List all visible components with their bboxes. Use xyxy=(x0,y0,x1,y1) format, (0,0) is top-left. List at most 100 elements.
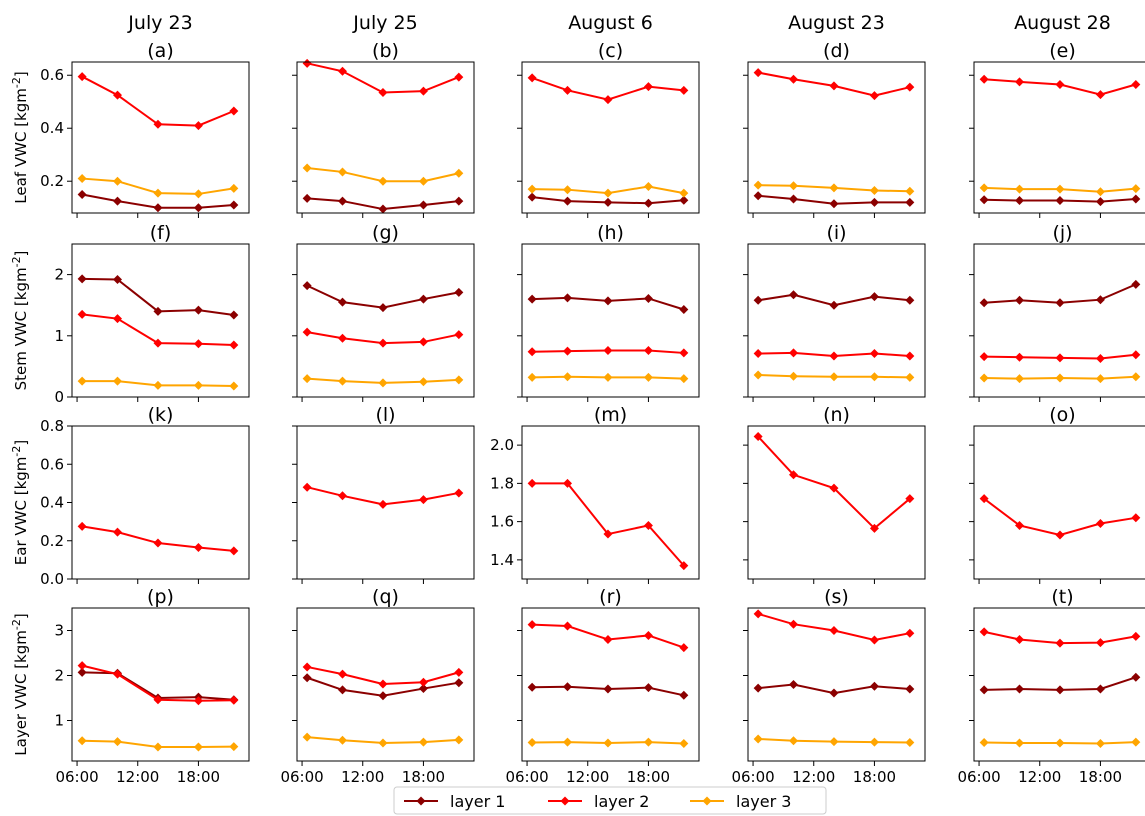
panel-frame xyxy=(521,607,700,762)
data-point xyxy=(603,296,613,306)
x-tick-label: 12:00 xyxy=(341,768,384,786)
data-point xyxy=(338,735,348,745)
data-point xyxy=(229,546,239,556)
y-tick-label: 0.2 xyxy=(40,532,64,550)
data-point xyxy=(193,742,203,752)
data-point xyxy=(869,185,879,195)
data-point xyxy=(905,351,915,361)
panel-label: (e) xyxy=(1049,40,1076,62)
data-point xyxy=(643,683,653,693)
data-point xyxy=(302,482,312,492)
data-point xyxy=(378,691,388,701)
y-tick-label: 1 xyxy=(54,327,64,345)
data-point xyxy=(153,538,163,548)
data-point xyxy=(338,376,348,386)
data-point xyxy=(869,523,879,533)
y-tick-label: 0.4 xyxy=(40,494,64,512)
data-point xyxy=(153,188,163,198)
data-point xyxy=(302,163,312,173)
data-point xyxy=(1131,372,1141,382)
data-point xyxy=(113,90,123,100)
panel-frame xyxy=(747,243,926,398)
data-point xyxy=(1015,77,1025,87)
data-point xyxy=(1095,353,1105,363)
column-title: August 6 xyxy=(568,12,653,34)
data-point xyxy=(454,488,464,498)
data-point xyxy=(563,372,573,382)
data-point xyxy=(603,529,613,539)
legend-marker xyxy=(560,796,570,806)
data-point xyxy=(753,68,763,78)
data-point xyxy=(789,736,799,746)
data-point xyxy=(869,197,879,207)
data-point xyxy=(789,470,799,480)
data-point xyxy=(829,737,839,747)
data-point xyxy=(979,352,989,362)
data-point xyxy=(603,684,613,694)
legend-marker xyxy=(702,796,712,806)
panel-frame xyxy=(71,425,250,580)
data-point xyxy=(905,738,915,748)
panel-frame xyxy=(71,607,250,762)
data-point xyxy=(338,491,348,501)
data-point xyxy=(905,494,915,504)
data-point xyxy=(418,294,428,304)
panel-label: (q) xyxy=(372,586,399,608)
data-point xyxy=(77,521,87,531)
data-point xyxy=(338,196,348,206)
data-point xyxy=(979,627,989,637)
row-axis-label: Ear VWC [kgm-2] xyxy=(10,440,30,565)
data-point xyxy=(153,203,163,213)
data-point xyxy=(643,372,653,382)
row-axis-label: Stem VWC [kgm-2] xyxy=(10,251,30,391)
data-point xyxy=(153,742,163,752)
panel-label: (a) xyxy=(147,40,173,62)
panel: (m) 1.4 1.6 1.8 2.0 xyxy=(490,404,700,584)
data-point xyxy=(454,330,464,340)
data-point xyxy=(1131,279,1141,289)
y-tick-label: 2.0 xyxy=(490,436,514,454)
panel-frame xyxy=(296,425,475,580)
panel-label: (c) xyxy=(598,40,623,62)
data-point xyxy=(1095,638,1105,648)
data-point xyxy=(679,690,689,700)
data-point xyxy=(829,688,839,698)
data-point xyxy=(454,375,464,385)
data-point xyxy=(338,685,348,695)
y-tick-label: 0.8 xyxy=(40,417,64,435)
data-point xyxy=(1015,352,1025,362)
data-point xyxy=(418,684,428,694)
data-point xyxy=(563,478,573,488)
x-tick-label: 12:00 xyxy=(1018,768,1061,786)
data-point xyxy=(378,738,388,748)
data-point xyxy=(378,499,388,509)
y-tick-label: 3 xyxy=(54,622,64,640)
y-tick-label: 0.2 xyxy=(40,172,64,190)
data-point xyxy=(77,72,87,82)
data-point xyxy=(527,682,537,692)
data-point xyxy=(563,293,573,303)
panel: (f) 0 1 2 xyxy=(54,222,250,406)
data-point xyxy=(378,378,388,388)
data-point xyxy=(527,347,537,357)
data-point xyxy=(1055,184,1065,194)
data-point xyxy=(1131,737,1141,747)
data-point xyxy=(643,737,653,747)
data-point xyxy=(153,338,163,348)
panel: (h) xyxy=(517,222,700,402)
panel-frame xyxy=(521,243,700,398)
panel-frame xyxy=(973,425,1145,580)
data-point xyxy=(193,203,203,213)
data-point xyxy=(338,66,348,76)
data-point xyxy=(527,73,537,83)
data-point xyxy=(563,346,573,356)
data-point xyxy=(1095,187,1105,197)
y-tick-label: 1 xyxy=(54,712,64,730)
data-point xyxy=(753,191,763,201)
x-tick-label: 18:00 xyxy=(853,768,896,786)
data-point xyxy=(527,192,537,202)
x-tick-label: 06:00 xyxy=(505,768,548,786)
panel: (r) 06:00 12:00 18:00 xyxy=(505,586,700,786)
legend-label: layer 2 xyxy=(594,792,649,811)
